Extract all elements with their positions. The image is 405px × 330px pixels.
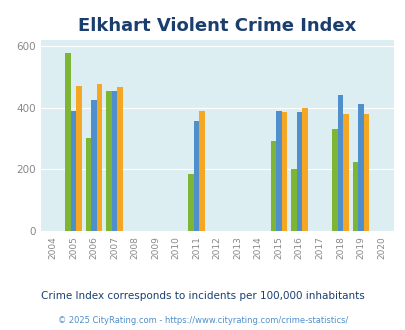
Bar [96, 84, 102, 231]
Bar [194, 121, 199, 231]
Bar [357, 104, 363, 231]
Bar [199, 111, 205, 231]
Bar [352, 162, 357, 231]
Bar [106, 90, 111, 231]
Bar [331, 129, 337, 231]
Bar [290, 169, 296, 231]
Bar [111, 90, 117, 231]
Bar [188, 174, 194, 231]
Bar [76, 86, 81, 231]
Text: Crime Index corresponds to incidents per 100,000 inhabitants: Crime Index corresponds to incidents per… [41, 291, 364, 301]
Bar [91, 100, 96, 231]
Bar [342, 114, 348, 231]
Bar [70, 111, 76, 231]
Bar [296, 112, 301, 231]
Text: © 2025 CityRating.com - https://www.cityrating.com/crime-statistics/: © 2025 CityRating.com - https://www.city… [58, 316, 347, 325]
Bar [301, 108, 307, 231]
Bar [85, 138, 91, 231]
Bar [270, 142, 275, 231]
Bar [65, 53, 70, 231]
Title: Elkhart Violent Crime Index: Elkhart Violent Crime Index [78, 17, 356, 35]
Bar [281, 112, 286, 231]
Bar [337, 95, 342, 231]
Bar [275, 111, 281, 231]
Bar [117, 87, 123, 231]
Bar [363, 114, 369, 231]
